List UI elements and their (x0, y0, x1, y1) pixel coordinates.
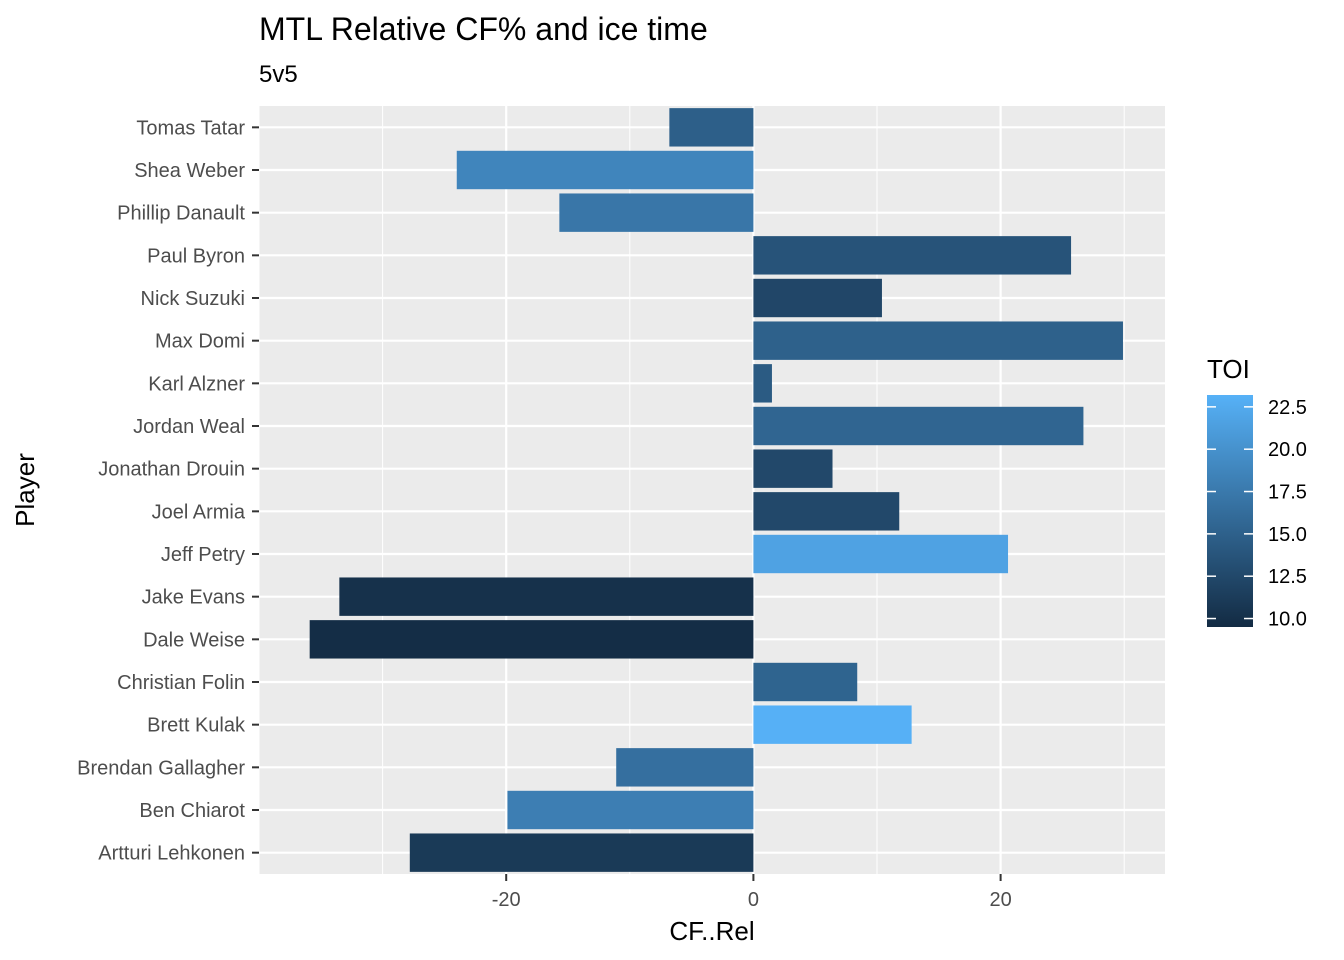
bar-shea-weber (456, 150, 754, 190)
x-tick-label: 0 (748, 889, 759, 911)
y-tick-label: Jake Evans (142, 587, 245, 609)
y-tick-label: Max Domi (155, 331, 245, 353)
y-tick-label: Dale Weise (143, 629, 245, 651)
bar-brett-kulak (753, 705, 912, 744)
bar-dale-weise (309, 620, 754, 659)
bar-phillip-danault (559, 193, 754, 232)
bar-jake-evans (339, 577, 754, 616)
bar-karl-alzner (753, 364, 772, 403)
y-tick-label: Ben Chiarot (139, 800, 245, 822)
bar-jonathan-drouin (753, 449, 833, 488)
y-tick-label: Brett Kulak (147, 715, 246, 737)
y-axis-title: Player (10, 453, 40, 527)
plot-panel (259, 106, 1165, 874)
y-tick-label: Jordan Weal (133, 416, 245, 438)
bar-joel-armia (753, 492, 900, 531)
bars (309, 108, 1123, 872)
legend-label: 17.5 (1268, 482, 1307, 504)
y-tick-label: Nick Suzuki (141, 288, 245, 310)
legend-label: 22.5 (1268, 397, 1307, 419)
legend-title: TOI (1207, 354, 1250, 384)
y-tick-label: Artturi Lehkonen (98, 843, 245, 865)
y-tick-label: Tomas Tatar (136, 117, 245, 139)
legend-ticks: 10.0 12.5 15.0 17.5 20.0 22.5 (1207, 397, 1307, 631)
bar-ben-chiarot (507, 790, 754, 830)
y-tick-label: Brendan Gallagher (77, 757, 245, 779)
bar-jeff-petry (753, 534, 1009, 574)
y-tick-label: Shea Weber (134, 160, 245, 182)
x-tick-label: -20 (492, 889, 521, 911)
bar-nick-suzuki (753, 278, 882, 318)
bar-christian-folin (753, 662, 858, 702)
bar-tomas-tatar (669, 108, 754, 147)
legend-colorbar (1207, 395, 1253, 627)
y-tick-label: Phillip Danault (117, 203, 245, 225)
legend-label: 20.0 (1268, 439, 1307, 461)
bar-artturi-lehkonen (409, 833, 754, 872)
x-tick-label: 20 (989, 889, 1011, 911)
bar-brendan-gallagher (616, 748, 754, 787)
x-axis-title: CF..Rel (669, 916, 754, 946)
y-tick-label: Paul Byron (147, 245, 245, 267)
legend-label: 12.5 (1268, 566, 1307, 588)
legend-label: 10.0 (1268, 609, 1307, 631)
legend-label: 15.0 (1268, 524, 1307, 546)
y-tick-label: Jeff Petry (161, 544, 245, 566)
chart-title: MTL Relative CF% and ice time (259, 11, 708, 47)
y-tick-label: Christian Folin (117, 672, 245, 694)
y-tick-label: Karl Alzner (148, 373, 245, 395)
y-tick-label: Jonathan Drouin (98, 459, 245, 481)
bar-paul-byron (753, 236, 1072, 275)
y-axis: Tomas Tatar Shea Weber Phillip Danault Paul… (77, 117, 259, 865)
y-tick-label: Joel Armia (152, 501, 246, 523)
chart-subtitle: 5v5 (259, 61, 298, 88)
bar-max-domi (753, 321, 1123, 360)
bar-jordan-weal (753, 406, 1084, 446)
x-axis: -20 0 20 (492, 874, 1012, 911)
